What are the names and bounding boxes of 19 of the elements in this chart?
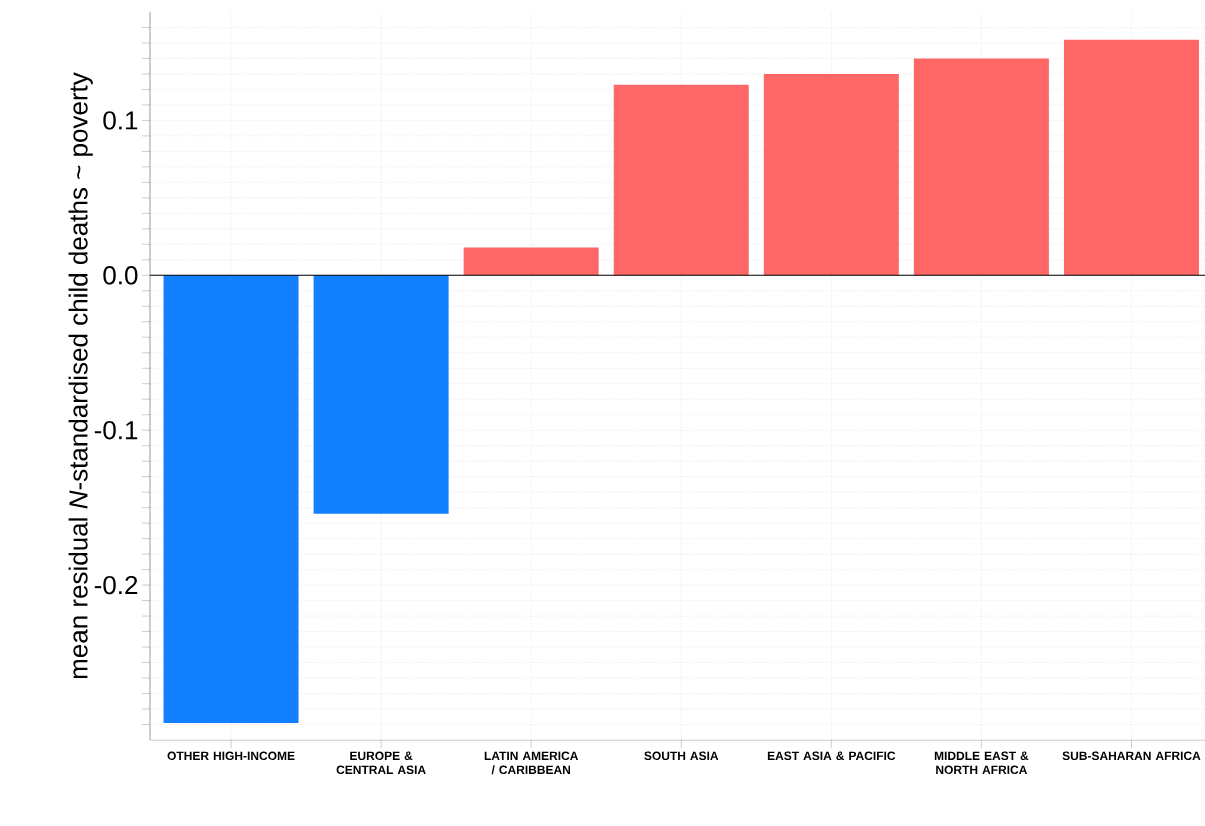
- x-tick-label: EUROPE & CENTRAL ASIA: [336, 751, 426, 775]
- bar: [463, 247, 599, 276]
- x-tick-label: OTHER HIGH-INCOME: [167, 751, 295, 761]
- y-tick-label: 0.1: [103, 111, 138, 130]
- x-tick-label: SUB-SAHARAN AFRICA: [1062, 751, 1201, 761]
- y-axis-title: mean residual N-standardised child deaths ~ poverty: [68, 72, 93, 679]
- y-tick-label: -0.2: [94, 575, 138, 595]
- x-tick-label: EAST ASIA & PACIFIC: [767, 751, 896, 761]
- bar: [163, 275, 299, 723]
- x-tick-label: MIDDLE EAST & NORTH AFRICA: [934, 751, 1029, 775]
- bar: [913, 58, 1049, 276]
- bar: [763, 73, 899, 276]
- x-tick-label: LATIN AMERICA / CARIBBEAN: [484, 751, 579, 775]
- x-tick-label: SOUTH ASIA: [644, 751, 719, 761]
- bar: [313, 275, 449, 514]
- bar: [613, 84, 749, 276]
- bar: [1063, 39, 1199, 276]
- y-tick-label: -0.1: [94, 420, 138, 440]
- y-tick-label: 0.0: [103, 266, 138, 285]
